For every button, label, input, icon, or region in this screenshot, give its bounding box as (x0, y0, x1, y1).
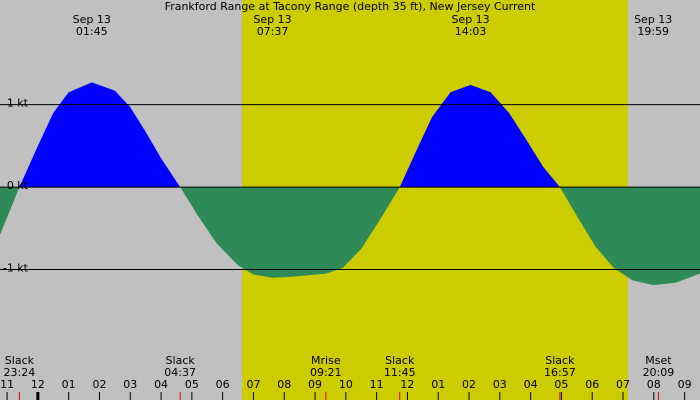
x-tick-label: 01 (431, 378, 445, 391)
flood-area (19, 82, 560, 188)
y-tick-label: 1 kt (7, 97, 29, 110)
event-label: Mrise (311, 354, 341, 367)
top-time: 19:59 (637, 25, 669, 38)
x-tick-label: 03 (123, 378, 137, 391)
event-label: Mset (645, 354, 672, 367)
x-tick-label: 12 (400, 378, 414, 391)
x-tick-label: 04 (154, 378, 168, 391)
x-tick-label: 09 (308, 378, 322, 391)
top-time: 01:45 (76, 25, 108, 38)
x-tick-label: 11 (370, 378, 384, 391)
x-tick-label: 06 (216, 378, 230, 391)
x-tick-label: 01 (62, 378, 76, 391)
x-tick-label: 12 (31, 378, 45, 391)
event-time: 09:21 (310, 366, 342, 379)
top-time: 14:03 (455, 25, 487, 38)
x-tick-label: 09 (678, 378, 692, 391)
top-date: Sep 13 (451, 13, 489, 26)
event-label: Slack (385, 354, 415, 367)
x-tick-label: 07 (246, 378, 260, 391)
x-tick-label: 06 (585, 378, 599, 391)
top-date: Sep 13 (253, 13, 291, 26)
y-tick-label: 0 kt (7, 179, 29, 192)
event-label: Slack (5, 354, 35, 367)
x-tick-label: 02 (462, 378, 476, 391)
event-time: 23:24 (4, 366, 36, 379)
x-tick-label: 08 (277, 378, 291, 391)
x-tick-label: 03 (493, 378, 507, 391)
ebb-area (0, 187, 700, 286)
chart-title: Frankford Range at Tacony Range (depth 3… (165, 0, 536, 13)
x-tick-label: 08 (647, 378, 661, 391)
x-tick-label: 11 (0, 378, 14, 391)
event-time: 11:45 (384, 366, 416, 379)
x-tick-label: 07 (616, 378, 630, 391)
x-tick-label: 05 (185, 378, 199, 391)
x-tick-label: 05 (554, 378, 568, 391)
top-date: Sep 13 (73, 13, 111, 26)
top-time: 07:37 (257, 25, 289, 38)
event-label: Slack (545, 354, 575, 367)
x-tick-label: 04 (524, 378, 538, 391)
x-tick-label: 02 (92, 378, 106, 391)
top-date: Sep 13 (634, 13, 672, 26)
x-tick-label: 10 (339, 378, 353, 391)
event-label: Slack (166, 354, 196, 367)
event-time: 16:57 (544, 366, 576, 379)
y-tick-label: -1 kt (3, 262, 29, 275)
event-time: 20:09 (643, 366, 675, 379)
event-time: 04:37 (164, 366, 196, 379)
